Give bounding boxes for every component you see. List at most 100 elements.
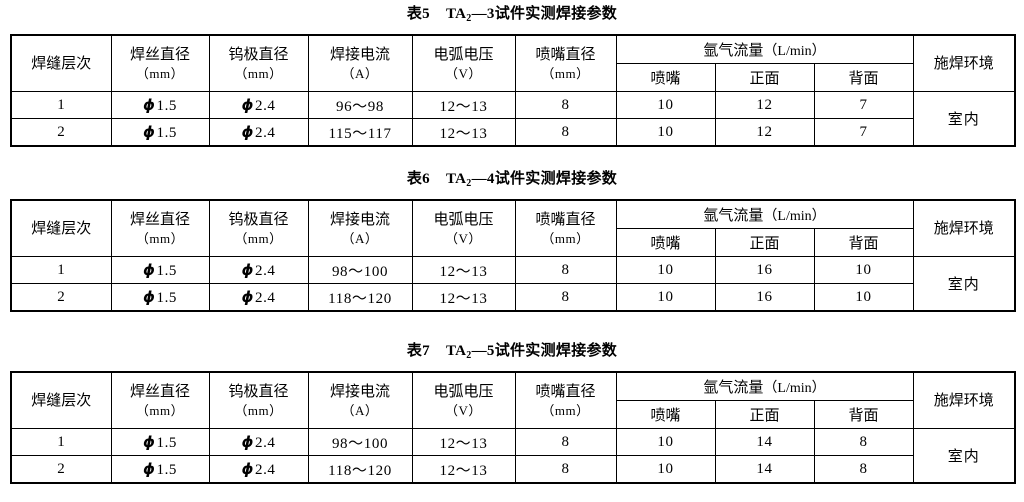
- table-number: 表7: [406, 343, 430, 359]
- col-header-arc-voltage: 电弧电压 （V）: [411, 199, 516, 257]
- cell-arc-voltage: 12～13: [411, 428, 516, 456]
- col-header-gas-nozzle: 喷嘴: [615, 228, 716, 257]
- col-header-wire-diameter: 焊丝直径 （mm）: [110, 199, 210, 257]
- cell-gas-back: 7: [813, 91, 914, 119]
- diameter-icon: ɸ: [241, 95, 254, 114]
- cell-gas-nozzle: 10: [615, 283, 716, 312]
- welding-parameter-table: 焊缝层次 焊丝直径 （mm） 钨极直径 （mm） 焊接电流 （A） 电弧电压: [10, 34, 1017, 147]
- table-block-5: 表5 TA2—3试件实测焊接参数 焊缝层次 焊丝直径 （mm） 钨极直径 （mm）: [10, 2, 1017, 147]
- table-header-row-1: 焊缝层次 焊丝直径 （mm） 钨极直径 （mm） 焊接电流 （A） 电弧电压: [10, 34, 1016, 92]
- cell-arc-voltage: 12～13: [411, 256, 516, 284]
- table-row: 2 ɸ1.5 ɸ2.4 115～117 12～13 8 10 12 7: [10, 118, 1015, 147]
- cell-welding-current: 98～100: [307, 256, 413, 284]
- cell-gas-back: 8: [813, 428, 914, 456]
- col-header-gas-back: 背面: [813, 63, 914, 92]
- table-row: 1 ɸ1.5 ɸ2.4 98～100 12～13 8 10 14 8 室内: [10, 428, 1016, 484]
- cell-gas-back: 8: [813, 455, 914, 484]
- cell-gas-nozzle: 10: [615, 428, 716, 456]
- cell-gas-nozzle: 10: [615, 455, 716, 484]
- table-header-row-2: 喷嘴 正面 背面: [11, 400, 1015, 429]
- table-row: 1 ɸ1.5 ɸ2.4 98～100 12～13 8 10 16 10 室内: [10, 256, 1016, 312]
- cell-layer: 2: [10, 455, 112, 484]
- cell-layer: 1: [10, 428, 112, 456]
- col-header-nozzle-diameter: 喷嘴直径 （mm）: [514, 371, 617, 429]
- cell-tungsten-diameter: ɸ2.4: [208, 428, 309, 456]
- cell-wire-diameter: ɸ1.5: [110, 118, 210, 147]
- cell-gas-front: 14: [714, 428, 815, 456]
- cell-environment: 室内: [912, 91, 1016, 147]
- cell-wire-diameter: ɸ1.5: [110, 455, 210, 484]
- cell-tungsten-diameter: ɸ2.4: [208, 91, 309, 119]
- cell-layer: 1: [10, 91, 112, 119]
- table-number: 表6: [406, 171, 430, 187]
- cell-welding-current: 118～120: [307, 283, 413, 312]
- cell-gas-nozzle: 10: [615, 118, 716, 147]
- col-header-nozzle-diameter: 喷嘴直径 （mm）: [514, 199, 617, 257]
- cell-gas-nozzle: 10: [615, 91, 716, 119]
- col-group-header-argon-flow: 氩气流量（L/min）: [615, 199, 914, 229]
- cell-nozzle-diameter: 8: [514, 428, 617, 456]
- cell-arc-voltage: 12～13: [411, 283, 516, 312]
- table-number: 表5: [406, 6, 430, 22]
- diameter-icon: ɸ: [142, 95, 156, 114]
- col-header-environment: 施焊环境: [912, 199, 1016, 257]
- col-header-gas-back: 背面: [813, 400, 914, 429]
- table-block-7: 表7 TA2—5试件实测焊接参数 焊缝层次 焊丝直径 （mm） 钨极直径 （mm）: [10, 339, 1017, 484]
- col-header-welding-current: 焊接电流 （A）: [307, 371, 413, 429]
- col-header-welding-current: 焊接电流 （A）: [307, 34, 413, 92]
- cell-environment: 室内: [912, 428, 1016, 484]
- diameter-icon: ɸ: [142, 122, 156, 141]
- col-header-nozzle-diameter: 喷嘴直径 （mm）: [514, 34, 617, 92]
- cell-layer: 2: [10, 283, 112, 312]
- cell-arc-voltage: 12～13: [411, 91, 516, 119]
- cell-welding-current: 115～117: [307, 118, 413, 147]
- table-header-row-2: 喷嘴 正面 背面: [11, 228, 1015, 257]
- col-header-tungsten-diameter: 钨极直径 （mm）: [208, 199, 309, 257]
- specimen-code: TA2—3试件实测焊接参数: [445, 6, 618, 24]
- welding-parameter-table: 焊缝层次 焊丝直径 （mm） 钨极直径 （mm） 焊接电流 （A） 电弧电压: [10, 199, 1017, 312]
- cell-nozzle-diameter: 8: [514, 256, 617, 284]
- cell-nozzle-diameter: 8: [514, 91, 617, 119]
- col-header-layer: 焊缝层次: [10, 371, 112, 429]
- col-header-gas-front: 正面: [714, 63, 815, 92]
- cell-nozzle-diameter: 8: [514, 283, 617, 312]
- cell-gas-front: 14: [714, 455, 815, 484]
- table-header-row-1: 焊缝层次 焊丝直径 （mm） 钨极直径 （mm） 焊接电流 （A） 电弧电压: [10, 199, 1016, 257]
- specimen-code-subscript: 2: [466, 350, 472, 361]
- table-header-row-2: 喷嘴 正面 背面: [11, 63, 1015, 92]
- col-header-gas-front: 正面: [714, 228, 815, 257]
- col-header-welding-current: 焊接电流 （A）: [307, 199, 413, 257]
- cell-gas-back: 10: [813, 283, 914, 312]
- table-caption: 表7 TA2—5试件实测焊接参数: [10, 339, 1014, 361]
- col-header-layer: 焊缝层次: [10, 34, 112, 92]
- table-row: 2 ɸ1.5 ɸ2.4 118～120 12～13 8 10 14 8: [10, 455, 1015, 484]
- welding-parameter-table: 焊缝层次 焊丝直径 （mm） 钨极直径 （mm） 焊接电流 （A） 电弧电压: [10, 371, 1017, 484]
- specimen-code: TA2—4试件实测焊接参数: [445, 171, 618, 189]
- table-caption: 表5 TA2—3试件实测焊接参数: [10, 2, 1014, 24]
- diameter-icon: ɸ: [241, 287, 254, 306]
- cell-wire-diameter: ɸ1.5: [110, 91, 210, 119]
- col-header-layer: 焊缝层次: [10, 199, 112, 257]
- col-header-arc-voltage: 电弧电压 （V）: [411, 371, 516, 429]
- cell-gas-back: 7: [813, 118, 914, 147]
- col-header-gas-nozzle: 喷嘴: [615, 400, 716, 429]
- col-header-environment: 施焊环境: [912, 371, 1016, 429]
- diameter-icon: ɸ: [142, 287, 156, 306]
- col-header-gas-nozzle: 喷嘴: [615, 63, 716, 92]
- cell-gas-nozzle: 10: [615, 256, 716, 284]
- col-header-gas-back: 背面: [813, 228, 914, 257]
- cell-tungsten-diameter: ɸ2.4: [208, 455, 309, 484]
- diameter-icon: ɸ: [142, 432, 156, 451]
- specimen-code-subscript: 2: [466, 13, 472, 24]
- col-header-environment: 施焊环境: [912, 34, 1016, 92]
- diameter-icon: ɸ: [241, 432, 254, 451]
- diameter-icon: ɸ: [241, 260, 254, 279]
- cell-wire-diameter: ɸ1.5: [110, 283, 210, 312]
- cell-welding-current: 96～98: [307, 91, 413, 119]
- cell-tungsten-diameter: ɸ2.4: [208, 256, 309, 284]
- cell-nozzle-diameter: 8: [514, 118, 617, 147]
- cell-environment: 室内: [912, 256, 1016, 312]
- cell-tungsten-diameter: ɸ2.4: [208, 118, 309, 147]
- col-header-tungsten-diameter: 钨极直径 （mm）: [208, 34, 309, 92]
